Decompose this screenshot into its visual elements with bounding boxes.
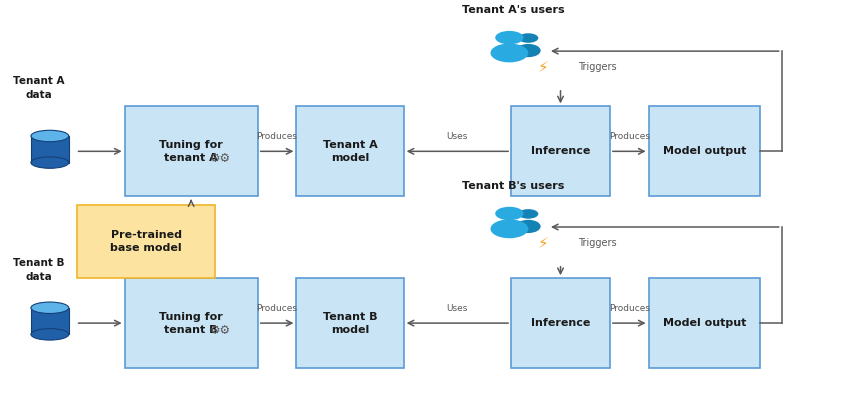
FancyBboxPatch shape bbox=[511, 106, 610, 196]
Text: Pre-trained
base model: Pre-trained base model bbox=[110, 230, 182, 253]
Text: Uses: Uses bbox=[447, 132, 468, 141]
Ellipse shape bbox=[490, 43, 528, 62]
Text: Tenant A
data: Tenant A data bbox=[13, 76, 64, 99]
Text: Inference: Inference bbox=[531, 146, 590, 156]
Text: ⚙⚙: ⚙⚙ bbox=[210, 152, 231, 165]
Circle shape bbox=[495, 207, 524, 220]
Text: Tenant A's users: Tenant A's users bbox=[462, 5, 565, 15]
Text: ⚡: ⚡ bbox=[538, 60, 549, 75]
Text: Produces: Produces bbox=[257, 304, 297, 313]
Text: Triggers: Triggers bbox=[577, 63, 616, 72]
FancyBboxPatch shape bbox=[125, 278, 258, 368]
Text: ⚡: ⚡ bbox=[538, 236, 549, 251]
Ellipse shape bbox=[31, 157, 69, 169]
Text: Tenant B
data: Tenant B data bbox=[13, 258, 64, 281]
Circle shape bbox=[518, 209, 539, 219]
Text: Tenant A
model: Tenant A model bbox=[323, 140, 377, 163]
Ellipse shape bbox=[516, 44, 540, 57]
Text: Produces: Produces bbox=[609, 304, 649, 313]
FancyBboxPatch shape bbox=[296, 106, 404, 196]
Text: ⚙⚙: ⚙⚙ bbox=[210, 324, 231, 337]
Ellipse shape bbox=[31, 329, 69, 340]
Circle shape bbox=[495, 31, 524, 44]
Text: Produces: Produces bbox=[257, 132, 297, 141]
FancyBboxPatch shape bbox=[649, 106, 760, 196]
Bar bbox=[31, 136, 69, 162]
Ellipse shape bbox=[31, 130, 69, 142]
FancyBboxPatch shape bbox=[296, 278, 404, 368]
Text: Produces: Produces bbox=[609, 132, 649, 141]
Text: Uses: Uses bbox=[447, 304, 468, 313]
Ellipse shape bbox=[516, 220, 540, 233]
Text: Tenant B's users: Tenant B's users bbox=[462, 181, 565, 191]
Ellipse shape bbox=[31, 302, 69, 314]
FancyBboxPatch shape bbox=[125, 106, 258, 196]
Text: Tuning for
tenant B: Tuning for tenant B bbox=[159, 312, 223, 335]
Text: Tuning for
tenant A: Tuning for tenant A bbox=[159, 140, 223, 163]
Text: Triggers: Triggers bbox=[577, 238, 616, 248]
Text: Model output: Model output bbox=[662, 146, 746, 156]
Bar bbox=[31, 308, 69, 335]
Text: Tenant B
model: Tenant B model bbox=[323, 312, 377, 335]
Text: Inference: Inference bbox=[531, 318, 590, 328]
FancyBboxPatch shape bbox=[649, 278, 760, 368]
Circle shape bbox=[518, 33, 539, 43]
FancyBboxPatch shape bbox=[77, 204, 215, 278]
FancyBboxPatch shape bbox=[511, 278, 610, 368]
Text: Model output: Model output bbox=[662, 318, 746, 328]
Ellipse shape bbox=[490, 219, 528, 238]
